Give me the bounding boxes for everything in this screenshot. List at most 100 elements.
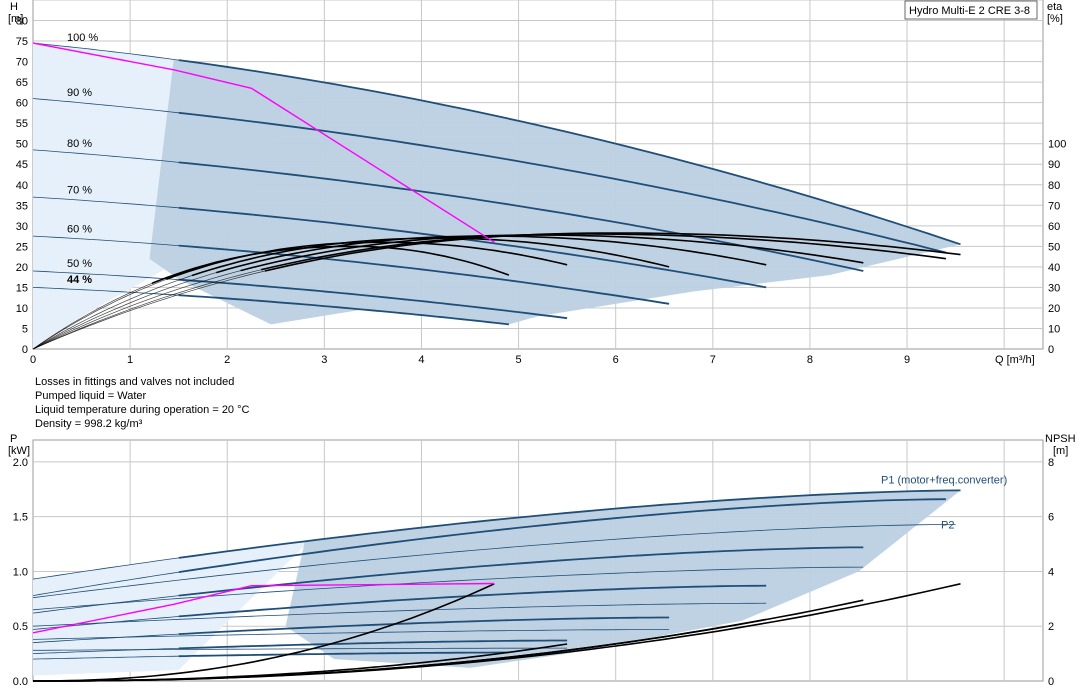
y2-axis-label-1: eta <box>1047 1 1063 13</box>
p-tick-label: 1.0 <box>13 566 28 578</box>
system-power-curve <box>32 582 495 634</box>
dark-operating-area <box>149 59 961 325</box>
p-tick-label: 0.5 <box>13 621 28 633</box>
system-curve <box>32 42 495 243</box>
y-tick-label: 65 <box>16 77 28 89</box>
y-tick-label: 60 <box>16 98 28 110</box>
npsh-curve <box>33 583 495 682</box>
p2-curve <box>32 602 767 627</box>
p1-curve <box>178 489 961 559</box>
p1-curve <box>178 584 767 618</box>
x-tick-label: 0 <box>30 354 36 366</box>
p1-curve-thin <box>32 655 179 660</box>
eta-curve <box>240 234 864 272</box>
y2-tick-label: 70 <box>1048 200 1060 212</box>
x-tick-label: 9 <box>904 354 910 366</box>
power-light-area <box>33 540 310 676</box>
x-tick-label: 1 <box>127 354 133 366</box>
y-axis-label-1: H <box>10 1 18 13</box>
note-density: Density = 998.2 kg/m³ <box>35 418 143 430</box>
speed-curve-thin <box>32 235 179 246</box>
eta-curve <box>216 235 767 274</box>
x-axis-label: Q [m³/h] <box>995 354 1035 366</box>
x-tick-label: 2 <box>224 354 230 366</box>
p1-curve <box>178 639 568 650</box>
x-tick-label: 3 <box>321 354 327 366</box>
note-temperature: Liquid temperature during operation = 20… <box>35 404 250 416</box>
p1-curve-thin <box>32 633 179 644</box>
p1-curve <box>178 546 864 597</box>
y-tick-label: 10 <box>16 303 28 315</box>
speed-label: 50 % <box>67 258 92 270</box>
chart-notes: Losses in fittings and valves not includ… <box>35 375 249 431</box>
x-tick-label: 4 <box>418 354 424 366</box>
x-tick-label: 6 <box>613 354 619 366</box>
y-tick-label: 20 <box>16 262 28 274</box>
p1-curve-thin <box>32 571 179 596</box>
npsh-tick-label: 4 <box>1048 566 1054 578</box>
speed-curve-thin <box>32 196 179 209</box>
p1-curve <box>178 498 946 573</box>
p2-curve <box>32 566 864 611</box>
x-tick-label: 5 <box>516 354 522 366</box>
p1-curve <box>178 651 509 658</box>
y2-tick-label: 50 <box>1048 241 1060 253</box>
speed-curve <box>178 111 947 254</box>
y2-tick-label: 0 <box>1048 344 1054 356</box>
speed-curve <box>178 294 510 326</box>
y-tick-label: 35 <box>16 200 28 212</box>
npsh-curve <box>33 643 568 682</box>
note-losses: Losses in fittings and valves not includ… <box>35 376 235 388</box>
speed-curve <box>178 206 767 289</box>
p-axis-label-unit: [kW] <box>8 445 30 457</box>
y2-tick-label: 10 <box>1048 323 1060 335</box>
p2-series-label: P2 <box>941 519 954 531</box>
speed-label: 70 % <box>67 185 92 197</box>
y-tick-label: 5 <box>22 323 28 335</box>
p-tick-label: 1.5 <box>13 512 28 524</box>
y-tick-label: 30 <box>16 221 28 233</box>
speed-label: 44 % <box>67 274 92 286</box>
y-tick-label: 45 <box>16 159 28 171</box>
y2-tick-label: 100 <box>1048 139 1066 151</box>
npsh-tick-label: 6 <box>1048 512 1054 524</box>
y-tick-label: 75 <box>16 36 28 48</box>
speed-label: 90 % <box>67 87 92 99</box>
y-tick-label: 55 <box>16 118 28 130</box>
p2-curve <box>33 647 568 651</box>
eta-curve <box>151 245 510 285</box>
y2-tick-label: 80 <box>1048 180 1060 192</box>
p-axis-label: P <box>10 433 17 445</box>
x-tick-label: 7 <box>710 354 716 366</box>
p2-curve <box>32 524 956 599</box>
note-liquid: Pumped liquid = Water <box>35 390 147 402</box>
speed-curve <box>178 278 568 320</box>
y2-tick-label: 20 <box>1048 303 1060 315</box>
p-tick-label: 0.0 <box>13 676 28 688</box>
x-tick-label: 8 <box>807 354 813 366</box>
y2-tick-label: 60 <box>1048 221 1060 233</box>
y2-tick-label: 40 <box>1048 262 1060 274</box>
p1-series-label: P1 (motor+freq.converter) <box>881 474 1007 486</box>
y2-tick-label: 90 <box>1048 159 1060 171</box>
y2-tick-label: 30 <box>1048 282 1060 294</box>
y-tick-label: 15 <box>16 282 28 294</box>
npsh-tick-label: 0 <box>1048 676 1054 688</box>
npsh-axis-label-unit: [m] <box>1053 445 1068 457</box>
speed-curve-thin <box>32 98 179 114</box>
speed-curve-thin <box>32 42 179 61</box>
y-tick-label: 25 <box>16 241 28 253</box>
speed-label: 100 % <box>67 32 98 44</box>
y-tick-label: 0 <box>22 344 28 356</box>
speed-curve <box>178 59 961 246</box>
npsh-tick-label: 2 <box>1048 621 1054 633</box>
p1-curve-thin <box>32 557 179 580</box>
y-tick-label: 50 <box>16 139 28 151</box>
eta-curve <box>261 233 947 271</box>
eta-curve <box>191 237 670 277</box>
eta-curve <box>264 232 961 272</box>
title-box <box>904 0 1038 20</box>
y2-axis-label-unit: [%] <box>1047 13 1063 25</box>
speed-label: 60 % <box>67 223 92 235</box>
